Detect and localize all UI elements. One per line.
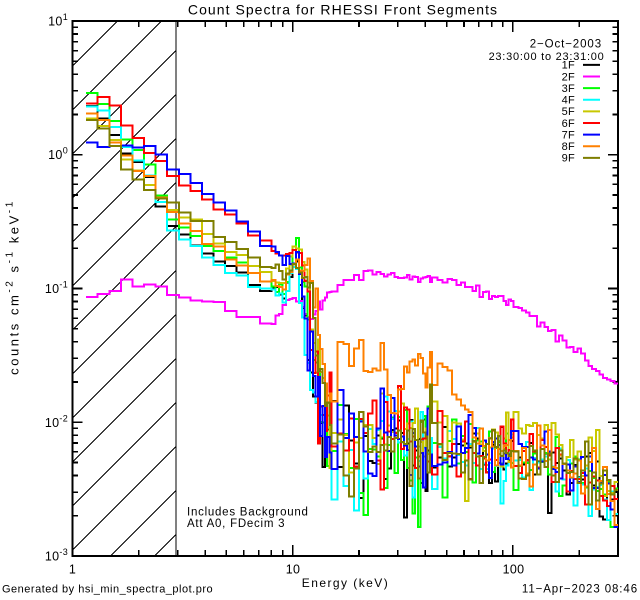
svg-text:counts cm-2 s-1 keV-1: counts cm-2 s-1 keV-1	[5, 199, 22, 375]
svg-text:5F: 5F	[562, 106, 575, 118]
svg-text:Att A0, FDecim 3: Att A0, FDecim 3	[187, 518, 285, 530]
svg-text:Includes Background: Includes Background	[187, 507, 309, 519]
svg-text:23:30:00 to 23:31:00: 23:30:00 to 23:31:00	[489, 51, 605, 63]
svg-text:10: 10	[286, 563, 301, 577]
svg-text:7F: 7F	[562, 129, 575, 141]
svg-text:8F: 8F	[562, 141, 575, 153]
svg-text:3F: 3F	[562, 83, 575, 95]
svg-text:Generated by hsi_min_spectra_p: Generated by hsi_min_spectra_plot.pro	[2, 584, 213, 596]
svg-text:2−Oct−2003: 2−Oct−2003	[530, 39, 602, 51]
svg-text:2F: 2F	[562, 71, 575, 83]
svg-text:6F: 6F	[562, 118, 575, 130]
svg-text:11−Apr−2023 08:46: 11−Apr−2023 08:46	[522, 584, 638, 596]
svg-text:Energy (keV): Energy (keV)	[302, 576, 389, 590]
svg-text:1F: 1F	[562, 60, 575, 72]
svg-text:9F: 9F	[562, 153, 575, 165]
svg-text:100: 100	[503, 563, 525, 577]
svg-text:1: 1	[69, 563, 76, 577]
svg-text:Count Spectra for RHESSI Front: Count Spectra for RHESSI Front Segments	[188, 2, 498, 18]
svg-text:4F: 4F	[562, 95, 575, 107]
